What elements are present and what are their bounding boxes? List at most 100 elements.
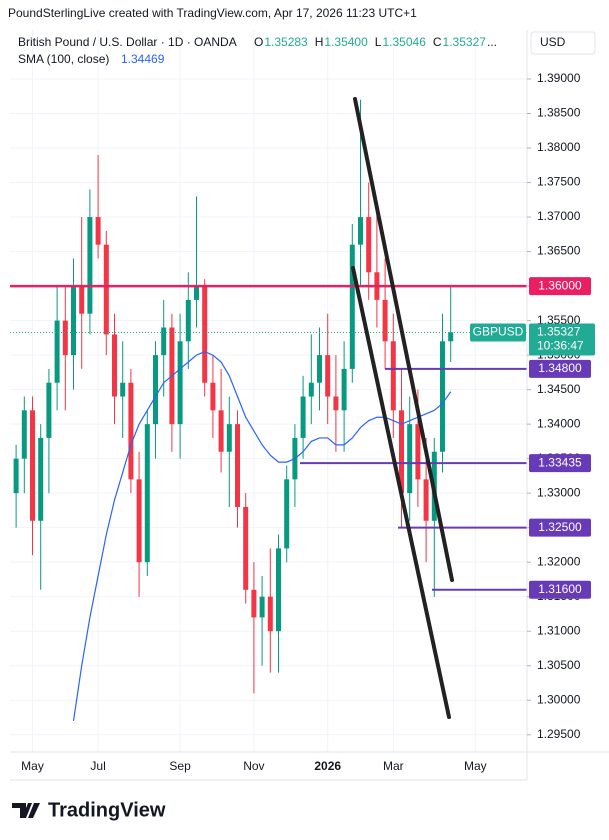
ohlc-legend: O 1.35283 H 1.35400 L 1.35046 C 1.35327...: [254, 35, 497, 49]
ohlc-value: 1.35046: [382, 35, 426, 49]
ohlc-key: C: [433, 35, 442, 49]
level-badge-label: 1.34800: [538, 361, 582, 375]
level-badge-label: 1.31600: [538, 582, 582, 596]
candle-body: [153, 355, 158, 425]
currency[interactable]: USD: [540, 35, 566, 49]
candle-body: [194, 286, 199, 300]
candle-body: [259, 596, 265, 618]
y-tick-label: 1.37000: [537, 209, 581, 223]
ohlc-key: H: [315, 35, 324, 49]
ohlc-value: 1.35400: [324, 35, 368, 49]
level-badge: [529, 277, 591, 296]
level-badge-label: 1.32500: [538, 520, 582, 534]
candle-body: [333, 396, 339, 411]
symbol-title: British Pound / U.S. Dollar · 1D · OANDA: [18, 35, 237, 49]
candle-body: [185, 299, 191, 342]
candle-body: [54, 320, 60, 383]
candle-body: [103, 244, 109, 335]
level-badge-label: 1.33435: [538, 455, 582, 469]
ohlc-key: O: [254, 35, 263, 49]
x-tick-label: May: [21, 759, 44, 773]
x-tick-label: May: [464, 759, 487, 773]
level-badge: [529, 580, 591, 599]
logo-mark: [12, 803, 40, 818]
y-tick-label: 1.38500: [537, 106, 581, 120]
candle-body: [382, 299, 388, 342]
y-tick-label: 1.34000: [537, 416, 581, 430]
ohlc-more: ...: [487, 35, 497, 49]
ohlc-value: 1.35283: [264, 35, 308, 49]
sma-value: 1.34469: [121, 52, 165, 66]
candle-body: [317, 355, 322, 383]
candle-body: [177, 341, 183, 425]
price-axis-panel: [527, 30, 609, 780]
candle-body: [235, 424, 240, 507]
level-badge-label: 1.36000: [538, 278, 582, 292]
candle-body: [95, 217, 101, 245]
candle-body: [448, 332, 454, 342]
logo-text: TradingView: [48, 799, 166, 821]
y-tick-label: 1.37500: [537, 175, 581, 189]
level-badge: [529, 359, 591, 378]
y-tick-label: 1.34500: [537, 382, 581, 396]
candle-body: [440, 341, 445, 452]
candle-body: [366, 217, 372, 273]
x-tick-label: 2026: [314, 759, 341, 773]
y-tick-label: 1.38000: [537, 140, 581, 154]
y-tick-label: 1.39000: [537, 71, 581, 85]
candle-body: [390, 341, 396, 411]
candle-body: [308, 382, 314, 397]
trend-line: [351, 266, 451, 719]
x-tick-label: Jul: [90, 759, 105, 773]
ohlc-key: L: [375, 35, 382, 49]
logo: TradingView: [12, 799, 166, 821]
candle-body: [120, 382, 126, 397]
candle-body: [218, 410, 224, 452]
countdown-label: 10:36:47: [537, 339, 584, 353]
candle-body: [79, 286, 85, 314]
y-tick-label: 1.29500: [537, 727, 581, 741]
candle-body: [423, 479, 429, 521]
last-price-badge: [529, 323, 595, 356]
candle-body: [30, 410, 35, 521]
x-tick-label: Sep: [169, 759, 191, 773]
candle-body: [325, 355, 331, 397]
credit: PoundSterlingLive created with TradingVi…: [8, 6, 417, 20]
candle-body: [399, 410, 404, 494]
candle-body: [284, 479, 290, 549]
sma-line: [72, 351, 452, 722]
axes: 1.295001.300001.305001.310001.315001.320…: [21, 71, 595, 773]
level-badge: [529, 518, 591, 537]
candle-body: [13, 458, 19, 494]
y-tick-label: 1.32000: [537, 554, 581, 568]
currency-box[interactable]: [530, 31, 596, 55]
plot: [10, 99, 527, 722]
candle-body: [46, 382, 52, 438]
candle-body: [71, 286, 76, 356]
candle-body: [276, 548, 281, 632]
candle-body: [358, 217, 363, 245]
candle-body: [38, 437, 44, 521]
y-tick-label: 1.35500: [537, 313, 581, 327]
y-tick-label: 1.30000: [537, 692, 581, 706]
candle-body: [21, 410, 27, 459]
candle-body: [341, 368, 347, 411]
y-tick-label: 1.36500: [537, 244, 581, 258]
y-tick-label: 1.30500: [537, 658, 581, 672]
candle-body: [136, 479, 142, 563]
x-tick-label: Mar: [383, 759, 404, 773]
candle-body: [415, 424, 421, 480]
symbol-badge: [470, 323, 526, 342]
candle-body: [267, 596, 273, 632]
candle-body: [128, 382, 134, 480]
candle-body: [407, 424, 413, 494]
candle-body: [112, 334, 117, 397]
ohlc-value: 1.35327: [443, 35, 487, 49]
sma-name: SMA (100, close): [18, 52, 109, 66]
candle-body: [210, 382, 216, 411]
last-price-label: 1.35327: [537, 325, 581, 339]
y-tick-label: 1.31000: [537, 623, 581, 637]
symbol-badge-label: GBPUSD: [473, 325, 524, 339]
